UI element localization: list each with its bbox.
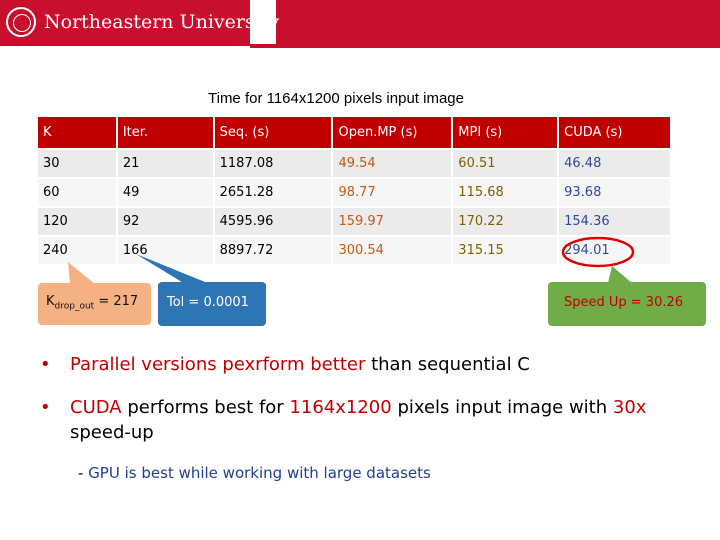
cell-openmp: 159.97 [332,207,454,237]
cell-cuda: 154.36 [558,207,672,237]
bullet-2-text-a: performs best for [121,397,290,418]
cell-seq: 1187.08 [213,149,334,179]
cell-iter: 21 [116,149,215,179]
cell-seq: 2651.28 [213,178,334,208]
column-header: MPI (s) [452,117,560,150]
sub-bullet-text: GPU is best while working with large dat… [88,464,431,482]
header-brand-block [0,0,250,46]
cell-cuda: 93.68 [558,178,672,208]
table-header-row: K Iter. Seq. (s) Open.MP (s) MPI (s) CUD… [38,117,672,150]
cell-k: 120 [38,207,118,237]
tolerance-callout: Tol = 0.0001 [158,282,266,326]
column-header: CUDA (s) [558,117,672,150]
cell-cuda: 294.01 [558,236,672,266]
cell-iter: 92 [116,207,215,237]
cell-k: 60 [38,178,118,208]
bullet-2-text-b: pixels input image with [391,397,613,418]
table-row: 60 49 2651.28 98.77 115.68 93.68 [38,178,672,208]
slide-title: Time for 1164x1200 pixels input image [208,90,464,107]
cell-seq: 8897.72 [213,236,334,266]
cell-mpi: 315.15 [452,236,560,266]
cell-openmp: 98.77 [332,178,454,208]
university-name: Northeastern University [44,11,280,33]
column-header: Iter. [116,117,215,150]
timing-table: K Iter. Seq. (s) Open.MP (s) MPI (s) CUD… [38,117,672,266]
header-right-band [276,0,720,44]
bullet-cuda: • CUDA performs best for 1164x1200 pixels… [40,395,700,445]
k-callout-value: = 217 [94,294,139,309]
bullet-dot-icon: • [40,354,51,375]
sub-bullet-gpu: - GPU is best while working with large d… [78,464,431,482]
speedup-callout: Speed Up = 30.26 [548,282,706,326]
cell-openmp: 300.54 [332,236,454,266]
cell-mpi: 115.68 [452,178,560,208]
bullet-2-size: 1164x1200 [289,397,392,418]
cell-k: 240 [38,236,118,266]
bullet-list: • Parallel versions pexrform better than … [40,352,700,445]
k-callout-prefix: K [46,294,55,309]
table-row: 240 166 8897.72 300.54 315.15 294.01 [38,236,672,266]
bullet-parallel: • Parallel versions pexrform better than … [40,352,700,377]
column-header: Open.MP (s) [332,117,454,150]
cell-iter: 166 [116,236,215,266]
bullet-2-cuda: CUDA [70,397,122,418]
table-row: 120 92 4595.96 159.97 170.22 154.36 [38,207,672,237]
column-header: K [38,117,118,150]
header-strip [250,44,720,48]
table-row: 30 21 1187.08 49.54 60.51 46.48 [38,149,672,179]
bullet-2-text-c: speed-up [70,422,154,443]
speedup-callout-pointer [608,266,632,283]
header-bar: Northeastern University [0,0,720,48]
bullet-1-highlight: Parallel versions pexrform better [70,354,366,375]
column-header: Seq. (s) [213,117,334,150]
k-callout-subscript: drop_out [54,301,95,312]
sub-bullet-dash: - [78,464,89,482]
cell-mpi: 170.22 [452,207,560,237]
bullet-2-speedup: 30x [612,397,647,418]
cell-cuda: 46.48 [558,149,672,179]
cell-openmp: 49.54 [332,149,454,179]
cell-iter: 49 [116,178,215,208]
cell-seq: 4595.96 [213,207,334,237]
k-dropout-callout: Kdrop_out = 217 [38,283,151,325]
bullet-dot-icon: • [40,397,51,418]
bullet-1-rest: than sequential C [365,354,530,375]
cell-mpi: 60.51 [452,149,560,179]
university-seal-icon [6,7,36,37]
cell-k: 30 [38,149,118,179]
